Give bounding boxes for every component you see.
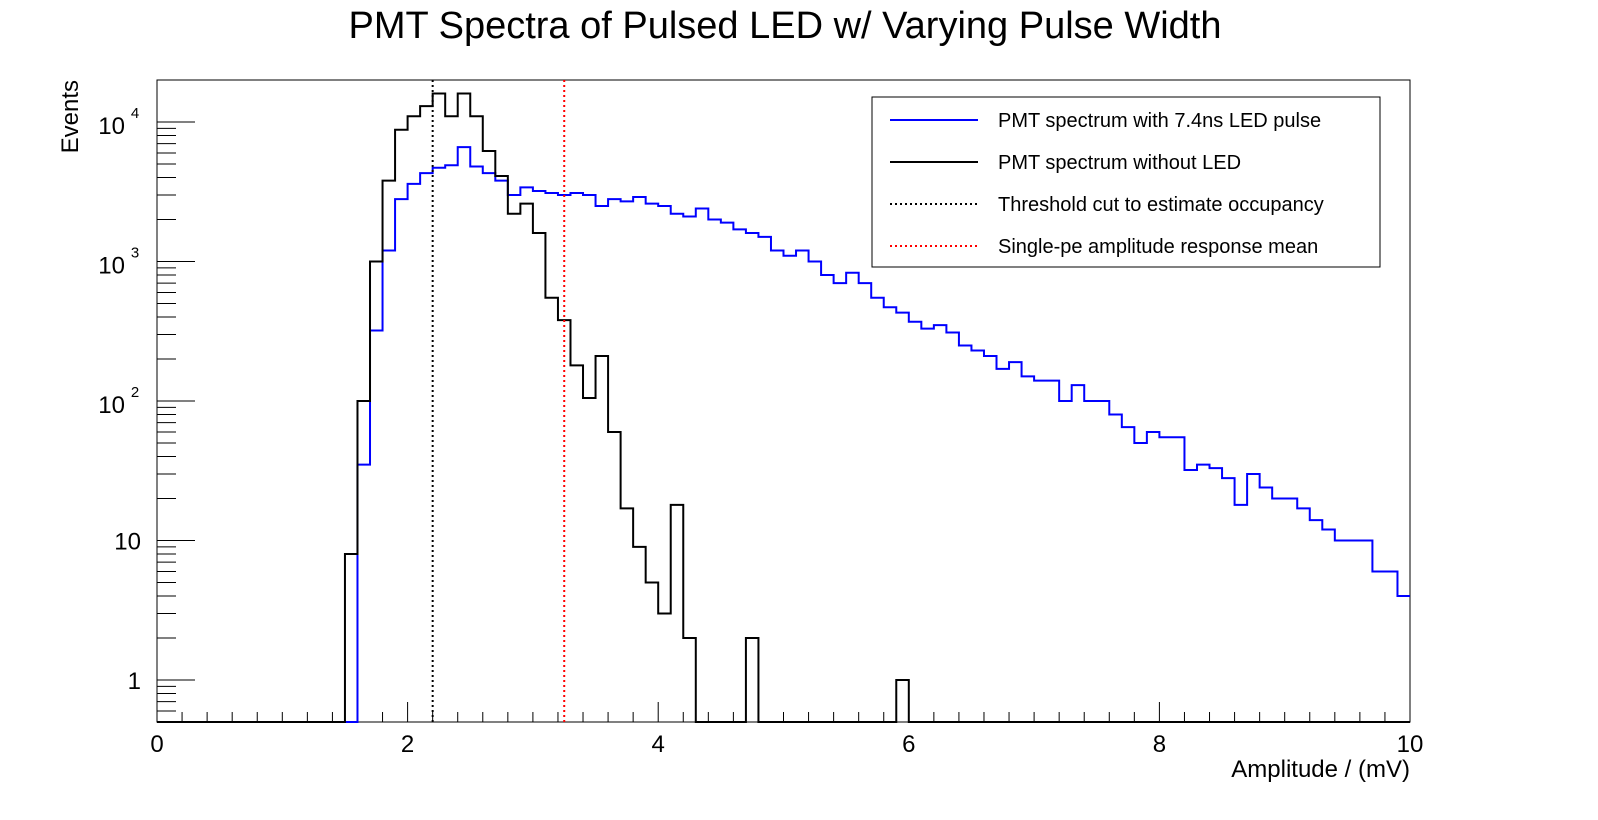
legend-entry-label: Single-pe amplitude response mean xyxy=(998,236,1318,258)
y-tick-exponent: 4 xyxy=(131,105,139,122)
histogram-series-0 xyxy=(157,146,1410,723)
legend-entry-label: PMT spectrum with 7.4ns LED pulse xyxy=(998,110,1321,132)
histogram-series-1 xyxy=(157,92,1410,723)
y-tick-exponent: 3 xyxy=(131,244,139,261)
legend-entry-label: Threshold cut to estimate occupancy xyxy=(998,194,1324,216)
legend: PMT spectrum with 7.4ns LED pulse PMT spe… xyxy=(871,96,1381,268)
y-tick-label: 10 xyxy=(98,252,125,279)
y-axis-label: Events xyxy=(57,80,84,153)
chart-title: PMT Spectra of Pulsed LED w/ Varying Pul… xyxy=(349,5,1222,47)
x-tick-label: 0 xyxy=(150,731,163,758)
plot-area: 0 2 4 6 8 10 1 10 10 2 10 3 10 4 xyxy=(98,79,1424,758)
legend-box xyxy=(871,96,1381,268)
x-tick-label: 6 xyxy=(902,731,915,758)
x-tick-label: 4 xyxy=(652,731,665,758)
x-axis-label: Amplitude / (mV) xyxy=(1231,756,1410,783)
x-tick-label: 8 xyxy=(1153,731,1166,758)
y-tick-label: 10 xyxy=(98,392,125,419)
y-tick-label: 10 xyxy=(114,529,141,556)
y-tick-label: 1 xyxy=(128,668,141,695)
x-tick-label: 10 xyxy=(1397,731,1424,758)
y-tick-label: 10 xyxy=(98,113,125,140)
y-tick-exponent: 2 xyxy=(131,384,139,401)
x-tick-label: 2 xyxy=(401,731,414,758)
legend-entry-label: PMT spectrum without LED xyxy=(998,152,1241,174)
